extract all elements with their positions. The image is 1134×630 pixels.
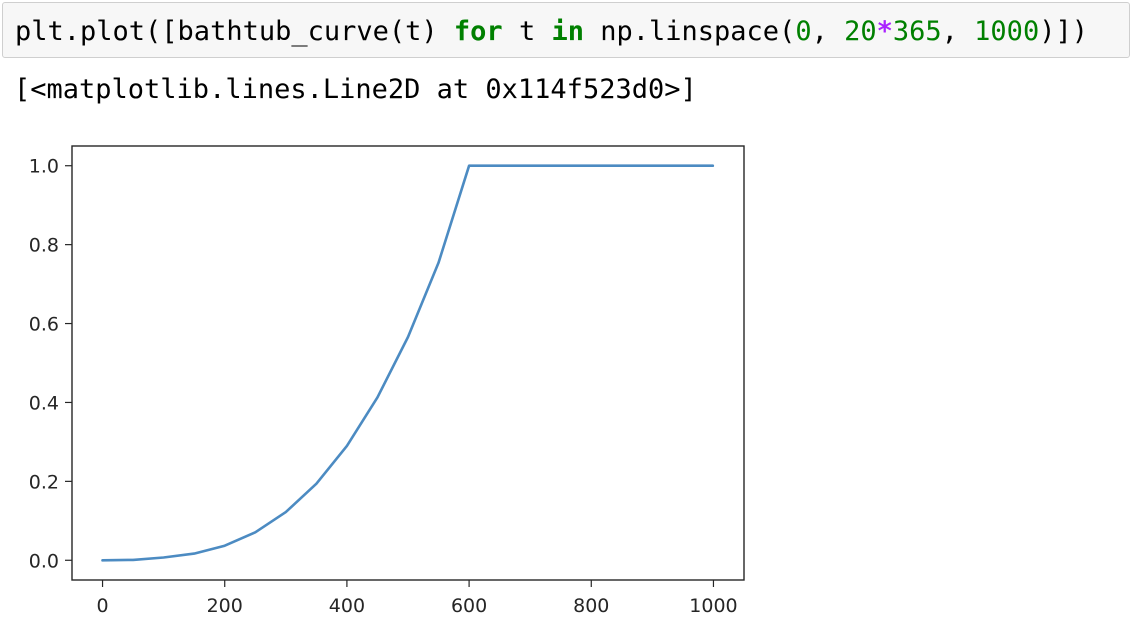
code-token: )]) [1039, 16, 1088, 47]
code-token: * [876, 16, 893, 47]
code-token: plt.plot([bathtub_curve(t) [15, 16, 454, 47]
y-tick-label: 0.2 [29, 471, 59, 493]
x-tick-label: 600 [451, 595, 487, 617]
series-line [101, 164, 715, 562]
code-token: np.linspace( [583, 16, 796, 47]
code-token: , [811, 16, 845, 47]
code-token: , [941, 16, 975, 47]
code-token: 365 [892, 16, 942, 47]
cell-output-text: [<matplotlib.lines.Line2D at 0x114f523d0… [14, 74, 697, 105]
code-line[interactable]: plt.plot([bathtub_curve(t) for t in np.l… [15, 16, 1088, 48]
code-token: 1000 [974, 16, 1040, 47]
code-token: in [551, 16, 584, 47]
line-chart: 0 200 400 600 800 1000 0.0 0.2 0.4 0.6 0.8 1.0 [29, 145, 745, 617]
x-tick-label: 0 [96, 595, 108, 617]
code-token: t [502, 16, 552, 47]
code-token: for [453, 16, 503, 47]
y-tick-label: 0.4 [29, 392, 59, 414]
y-tick-label: 1.0 [29, 156, 59, 178]
y-tick-label: 0.6 [29, 314, 59, 336]
x-tick-label: 1000 [689, 595, 737, 617]
y-tick-label: 0.0 [29, 550, 59, 572]
x-tick-label: 200 [207, 595, 243, 617]
x-tick-label: 400 [329, 595, 365, 617]
x-tick-label: 800 [573, 595, 609, 617]
code-token: 0 [795, 16, 812, 47]
code-token: 20 [844, 16, 877, 47]
code-input-cell[interactable]: plt.plot([bathtub_curve(t) for t in np.l… [2, 2, 1130, 58]
plot-frame [71, 145, 745, 581]
y-tick-label: 0.8 [29, 235, 59, 257]
